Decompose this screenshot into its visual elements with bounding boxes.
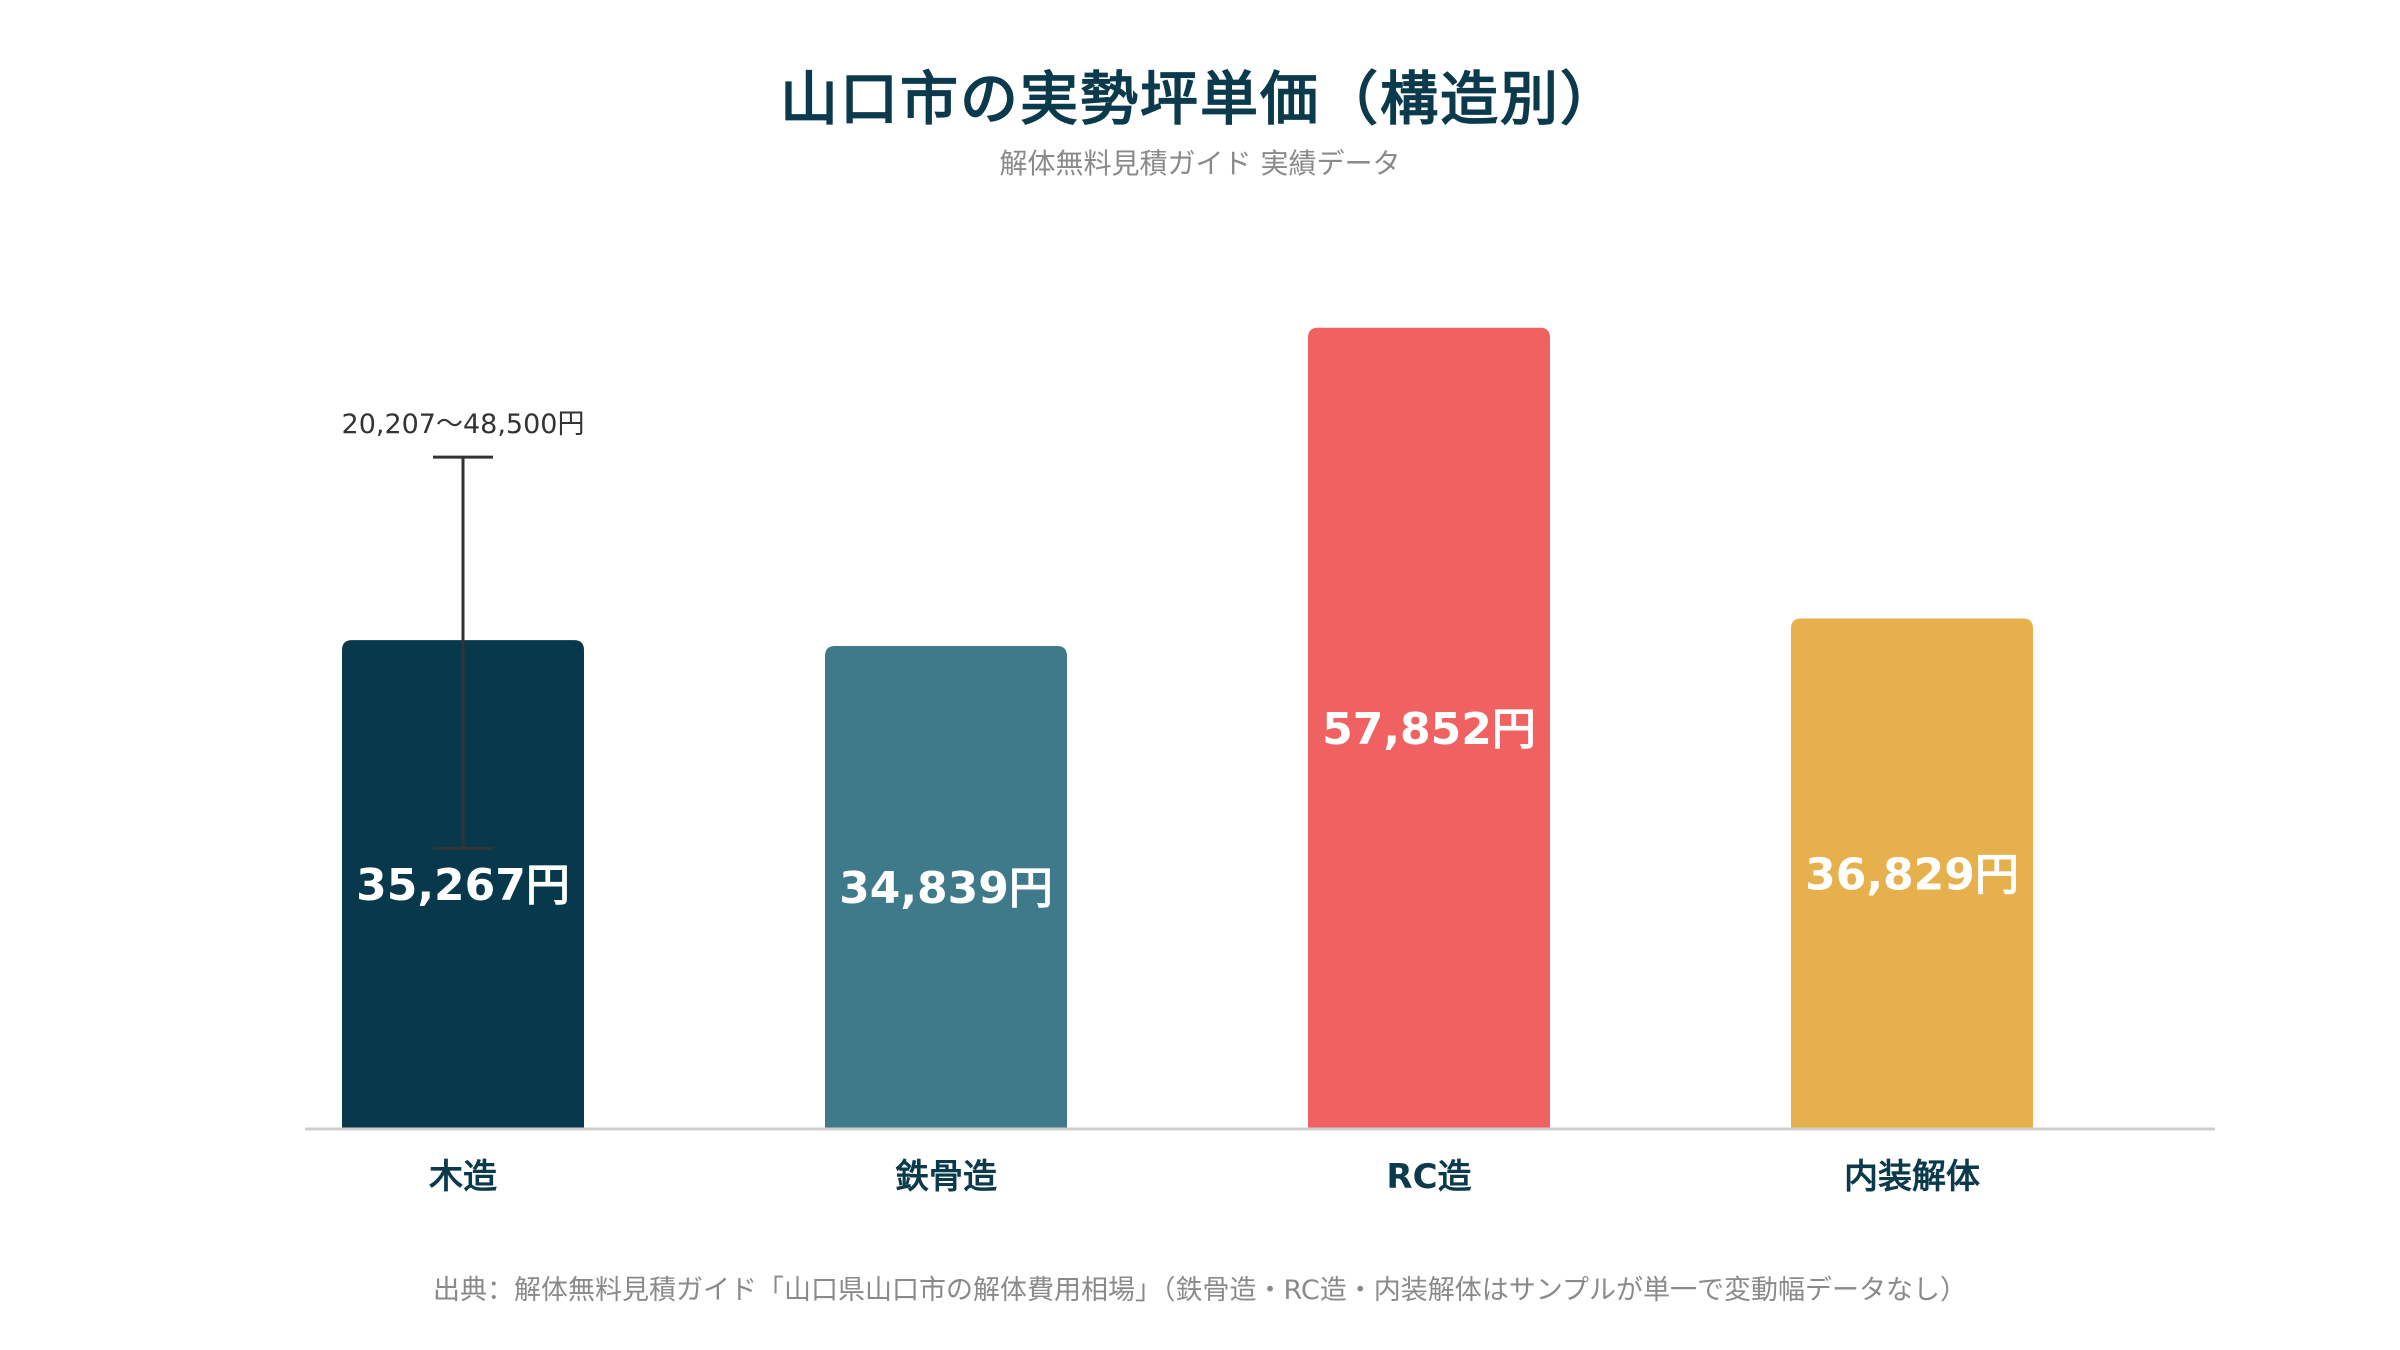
bar-4	[1791, 618, 2033, 1128]
bar-value-label: 36,829円	[1805, 849, 2019, 900]
chart-subtitle: 解体無料見積ガイド 実績データ	[999, 147, 1401, 180]
bar-1	[342, 640, 584, 1128]
bar-value-label: 57,852円	[1322, 704, 1536, 755]
bar-3	[1308, 327, 1550, 1128]
x-tick-label: RC造	[1386, 1157, 1471, 1197]
x-tick-label: 鉄骨造	[895, 1157, 997, 1197]
chart-source: 出典：解体無料見積ガイド「山口県山口市の解体費用相場」（鉄骨造・RC造・内装解体…	[433, 1275, 1967, 1306]
bar-2	[825, 646, 1067, 1128]
x-tick-label: 木造	[428, 1157, 497, 1197]
bar-value-label: 35,267円	[356, 860, 570, 911]
x-tick-label: 内装解体	[1844, 1157, 1980, 1197]
bar-value-label: 34,839円	[839, 863, 1053, 914]
error-bar-label: 20,207〜48,500円	[342, 409, 585, 440]
chart-title: 山口市の実勢坪単価（構造別）	[779, 65, 1620, 133]
